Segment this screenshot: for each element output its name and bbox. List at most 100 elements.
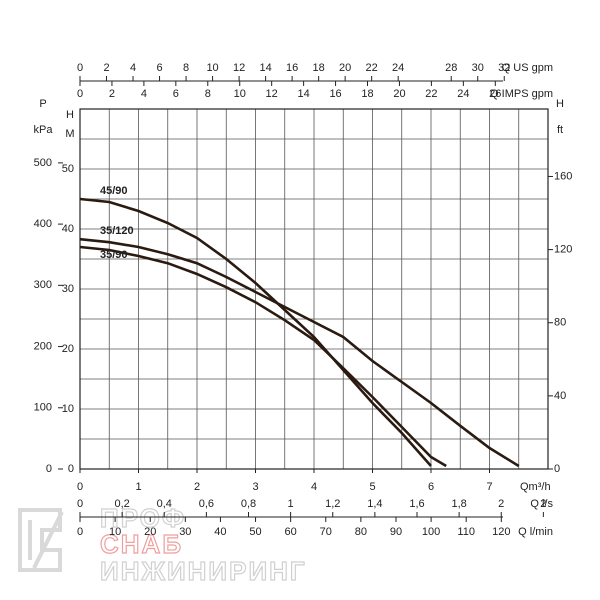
axis-tick-label: 18 xyxy=(313,62,325,74)
axis-tick-label: 40 xyxy=(214,526,226,538)
watermark-text: ПРОФ xyxy=(100,503,186,533)
axis-tick-label: 16 xyxy=(286,62,298,74)
axis-tick-label: 400 xyxy=(34,218,52,230)
x-tick-label: 2 xyxy=(194,481,200,493)
axis-tick-label: 120 xyxy=(554,244,572,256)
axis-tick-label: 1,8 xyxy=(451,498,466,510)
axis-label: Q IMPS gpm xyxy=(490,88,553,100)
axis-tick-label: 0 xyxy=(77,498,83,510)
axis-tick-label: 60 xyxy=(285,526,297,538)
axis-tick-label: 6 xyxy=(173,88,179,100)
axis-tick-label: 1,4 xyxy=(367,498,382,510)
curve-label: 35/120 xyxy=(100,225,134,237)
axis-tick-label: 14 xyxy=(259,62,271,74)
axis-tick-label: 1 xyxy=(288,498,294,510)
curve-label: 35/90 xyxy=(100,249,128,261)
curve xyxy=(79,197,432,467)
axis-tick-label: 20 xyxy=(339,62,351,74)
axis-label: Q US gpm xyxy=(502,62,553,74)
x-tick-label: 1 xyxy=(135,481,141,493)
x-tick-label: 6 xyxy=(428,481,434,493)
axis-tick-label: 1,6 xyxy=(409,498,424,510)
axis-tick-label: 0,8 xyxy=(241,498,256,510)
axis-tick-label: 24 xyxy=(457,88,469,100)
axis-tick-label: 18 xyxy=(361,88,373,100)
watermark: ПРОФ СНАБ ИНЖИНИРИНГ xyxy=(18,502,307,586)
axis-tick-label: 24 xyxy=(392,62,404,74)
axis-tick-label: 70 xyxy=(320,526,332,538)
axis-tick-label: 0 xyxy=(554,463,560,475)
y-tick-label: 40 xyxy=(62,223,74,235)
axis-tick-label: 4 xyxy=(141,88,147,100)
axis-tick-label: 28 xyxy=(445,62,457,74)
axis-tick-label: 0,2 xyxy=(114,498,129,510)
axis-tick-label: 12 xyxy=(266,88,278,100)
curve xyxy=(79,237,520,468)
axis-tick-label: 500 xyxy=(34,157,52,169)
axis-tick-label: 8 xyxy=(205,88,211,100)
axis-tick-label: 26 xyxy=(489,88,501,100)
axis-tick-label: 110 xyxy=(457,526,475,538)
axis-label: P xyxy=(39,98,46,110)
y-tick-label: 50 xyxy=(62,163,74,175)
axis-tick-label: 0 xyxy=(77,526,83,538)
axis-label: Q l/s xyxy=(530,498,553,510)
axis-tick-label: 0 xyxy=(46,463,52,475)
axis-tick-label: 6 xyxy=(156,62,162,74)
axis-tick-label: 30 xyxy=(472,62,484,74)
axis-tick-label: 22 xyxy=(425,88,437,100)
axis-tick-label: 2 xyxy=(540,498,546,510)
axis-tick-label: 4 xyxy=(130,62,136,74)
axis-tick-label: 90 xyxy=(390,526,402,538)
axis-tick-label: 32 xyxy=(498,62,510,74)
axis-tick-label: 40 xyxy=(554,390,566,402)
axis-tick-label: 0 xyxy=(77,88,83,100)
axis-tick-label: 10 xyxy=(206,62,218,74)
axis-tick-label: 2 xyxy=(109,88,115,100)
axis-tick-label: 8 xyxy=(183,62,189,74)
curve-label: 45/90 xyxy=(100,185,128,197)
x-tick-label: 7 xyxy=(486,481,492,493)
axis-tick-label: 300 xyxy=(34,279,52,291)
axis-label: ft xyxy=(557,124,563,136)
axis-tick-label: 16 xyxy=(329,88,341,100)
axis-tick-label: 20 xyxy=(144,526,156,538)
axis-tick-label: 14 xyxy=(297,88,309,100)
axis-tick-label: 20 xyxy=(393,88,405,100)
axis-tick-label: 30 xyxy=(179,526,191,538)
axis-label: kPa xyxy=(34,124,54,136)
logo-icon xyxy=(18,508,64,572)
axis-tick-label: 50 xyxy=(249,526,261,538)
axis-tick-label: 100 xyxy=(422,526,440,538)
axis-tick-label: 0,4 xyxy=(157,498,172,510)
axis-tick-label: 2 xyxy=(103,62,109,74)
x-tick-label: 4 xyxy=(311,481,317,493)
y-axis-label: M xyxy=(65,128,74,140)
axis-tick-label: 160 xyxy=(554,170,572,182)
axis-tick-label: 200 xyxy=(34,340,52,352)
x-tick-label: 5 xyxy=(369,481,375,493)
y-tick-label: 20 xyxy=(62,343,74,355)
y-axis-label: H xyxy=(66,109,74,121)
axis-tick-label: 100 xyxy=(34,402,52,414)
axis-tick-label: 1,2 xyxy=(325,498,340,510)
x-tick-label: 0 xyxy=(77,481,83,493)
y-tick-label: 30 xyxy=(62,283,74,295)
axis-tick-label: 22 xyxy=(366,62,378,74)
curve xyxy=(79,245,447,468)
axis-tick-label: 80 xyxy=(355,526,367,538)
axis-tick-label: 10 xyxy=(109,526,121,538)
watermark-text: ИНЖИНИРИНГ xyxy=(100,556,307,586)
axis-label: Q l/min xyxy=(518,526,553,538)
y-tick-label: 0 xyxy=(68,463,74,475)
y-tick-label: 10 xyxy=(62,403,74,415)
axis-tick-label: 12 xyxy=(233,62,245,74)
x-axis-label: Qm³/h xyxy=(520,481,551,493)
axis-tick-label: 0 xyxy=(77,62,83,74)
axis-tick-label: 80 xyxy=(554,317,566,329)
axis-tick-label: 10 xyxy=(234,88,246,100)
axis-tick-label: 0,6 xyxy=(199,498,214,510)
axis-tick-label: 120 xyxy=(492,526,510,538)
x-tick-label: 3 xyxy=(252,481,258,493)
